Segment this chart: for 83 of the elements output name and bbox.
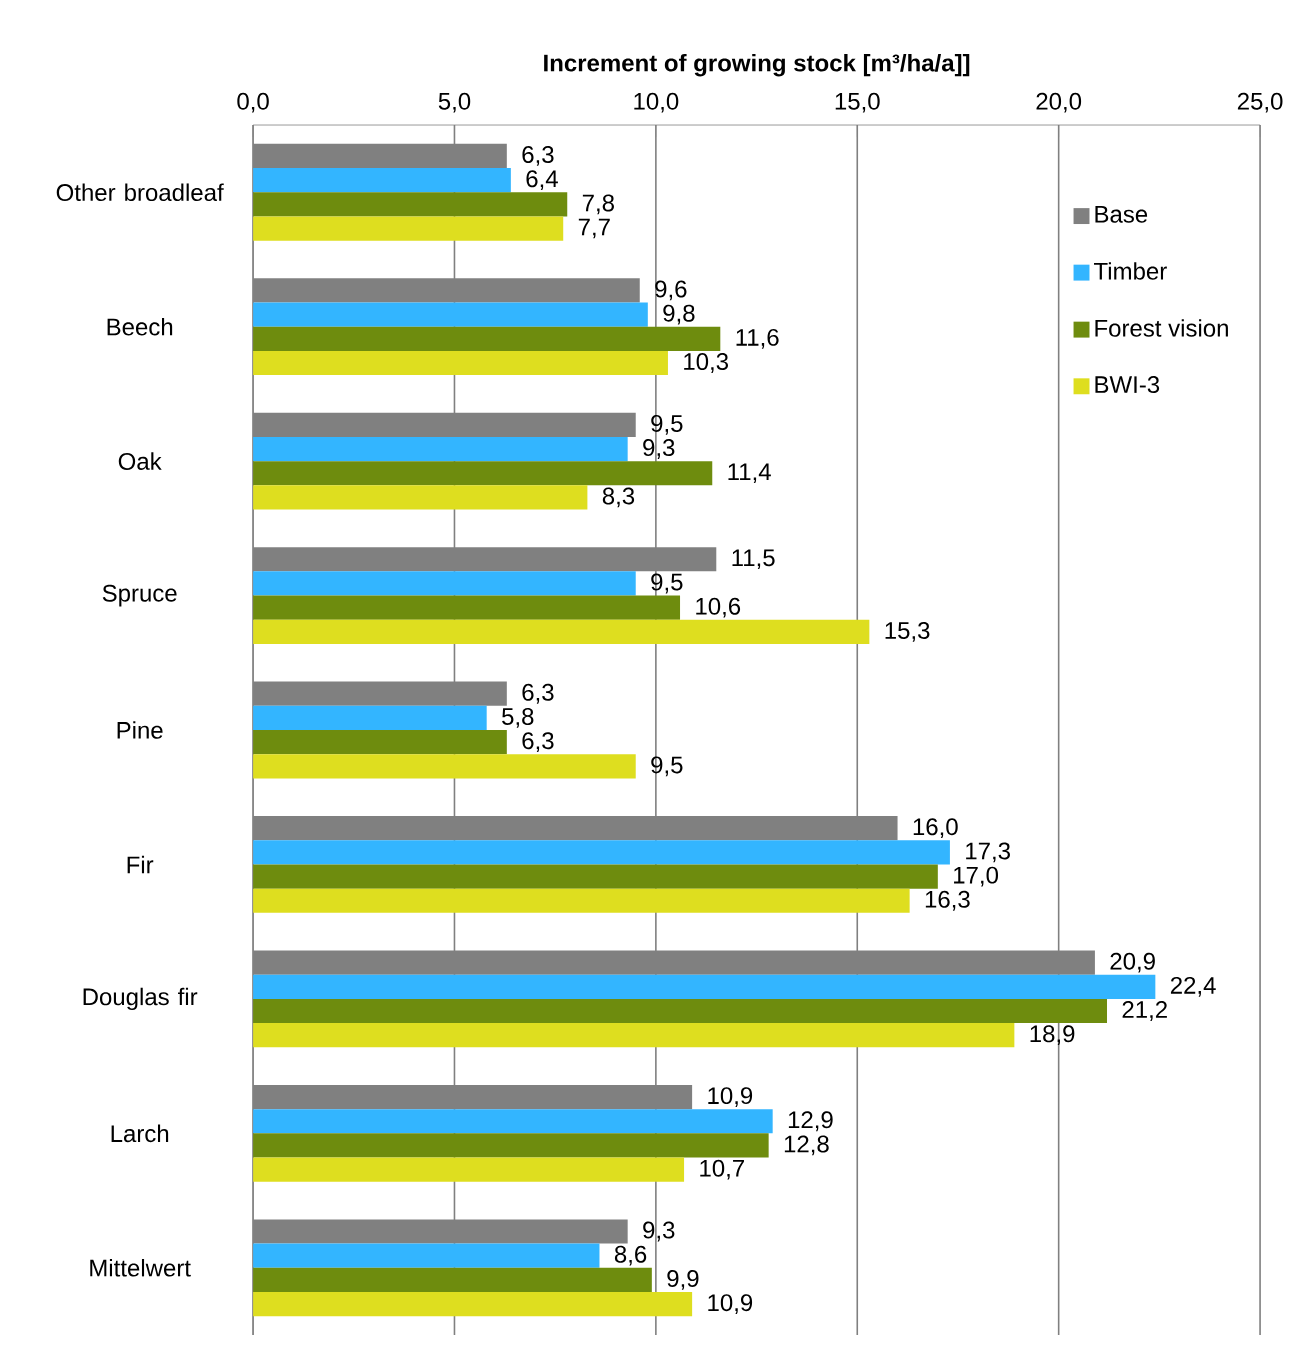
data-label: 17,0 [954,866,998,887]
data-label: 10,9 [708,1087,753,1107]
bar [253,1157,685,1182]
bar [253,840,950,865]
bar [253,350,668,376]
y-tick-label: Mittelwert [90,1258,191,1277]
legend-label: BWI-3 [1095,376,1160,394]
bar [253,974,1156,999]
data-label: 18,9 [1030,1025,1075,1046]
y-tick-label: Oak [118,452,162,470]
x-tick-label: 15,0 [835,92,880,113]
bar [253,1133,769,1158]
bar [253,619,870,644]
legend-label: Timber [1093,262,1167,280]
bar [253,216,564,241]
data-label: 9,9 [667,1269,699,1290]
bar [253,1291,693,1317]
data-label: 6,3 [522,732,554,753]
bar [253,705,487,731]
y-tick-label: Douglas fir [83,987,198,1011]
data-label: 6,3 [522,146,554,166]
data-label: 10,7 [700,1159,744,1180]
bar [253,595,681,620]
data-label: 9,3 [643,439,675,459]
data-label: 9,5 [651,414,683,435]
data-label: 12,8 [784,1135,829,1156]
bar [253,485,588,510]
bar [253,1109,773,1134]
data-label: 7,7 [578,218,610,239]
data-label: 21,2 [1122,1001,1167,1021]
legend-label: Forest vision [1095,319,1228,337]
data-label: 7,8 [582,194,614,215]
bar [253,326,721,351]
data-label: 5,8 [502,708,534,728]
bar [253,1023,1015,1048]
bar [253,461,713,486]
legend-label: Base [1095,206,1148,223]
data-label: 11,4 [728,463,771,484]
data-label: 8,6 [614,1245,647,1266]
x-tick-label: 5,0 [438,92,471,113]
data-label: 8,3 [602,487,635,508]
data-label: 20,9 [1110,952,1155,973]
data-label: 10,3 [684,353,728,373]
x-axis-title: Increment of growing stock [m³/ha/a]] [544,53,970,77]
y-tick-label: Beech [107,317,173,336]
data-label: 11,6 [736,328,779,349]
bar [253,302,648,327]
bar [253,998,1107,1024]
data-label: 16,3 [925,890,970,911]
data-label: 12,9 [788,1111,833,1132]
bar [253,1267,652,1292]
y-tick-label: Pine [117,721,163,739]
bar [253,864,938,889]
x-tick-label: 25,0 [1237,92,1283,113]
bar [253,1243,600,1268]
y-tick-label: Larch [111,1124,169,1143]
y-tick-label: Other broadleaf [56,183,224,202]
x-tick-label: 0,0 [237,92,269,113]
data-label: 22,4 [1170,976,1216,997]
data-label: 9,8 [663,304,695,325]
data-label: 6,3 [522,683,554,704]
data-label: 9,6 [655,280,687,301]
data-label: 15,3 [885,621,930,642]
data-label: 9,5 [651,756,683,777]
bar [253,571,636,596]
data-label: 11,5 [732,549,775,570]
data-label: 10,6 [696,597,741,618]
data-label: 10,9 [708,1294,753,1315]
data-label: 9,5 [651,573,683,594]
bar [253,730,507,755]
bar [253,436,628,462]
bar [253,192,568,217]
y-tick-label: Fir [127,855,154,874]
data-label: 17,3 [966,842,1010,863]
bar [253,888,910,913]
bar [253,754,636,779]
y-tick-label: Spruce [102,584,177,607]
data-label: 9,3 [643,1221,675,1242]
bar [253,168,511,193]
x-tick-label: 20,0 [1036,92,1082,113]
x-tick-label: 10,0 [634,92,679,113]
data-label: 6,4 [526,170,558,191]
data-label: 16,0 [913,818,958,839]
